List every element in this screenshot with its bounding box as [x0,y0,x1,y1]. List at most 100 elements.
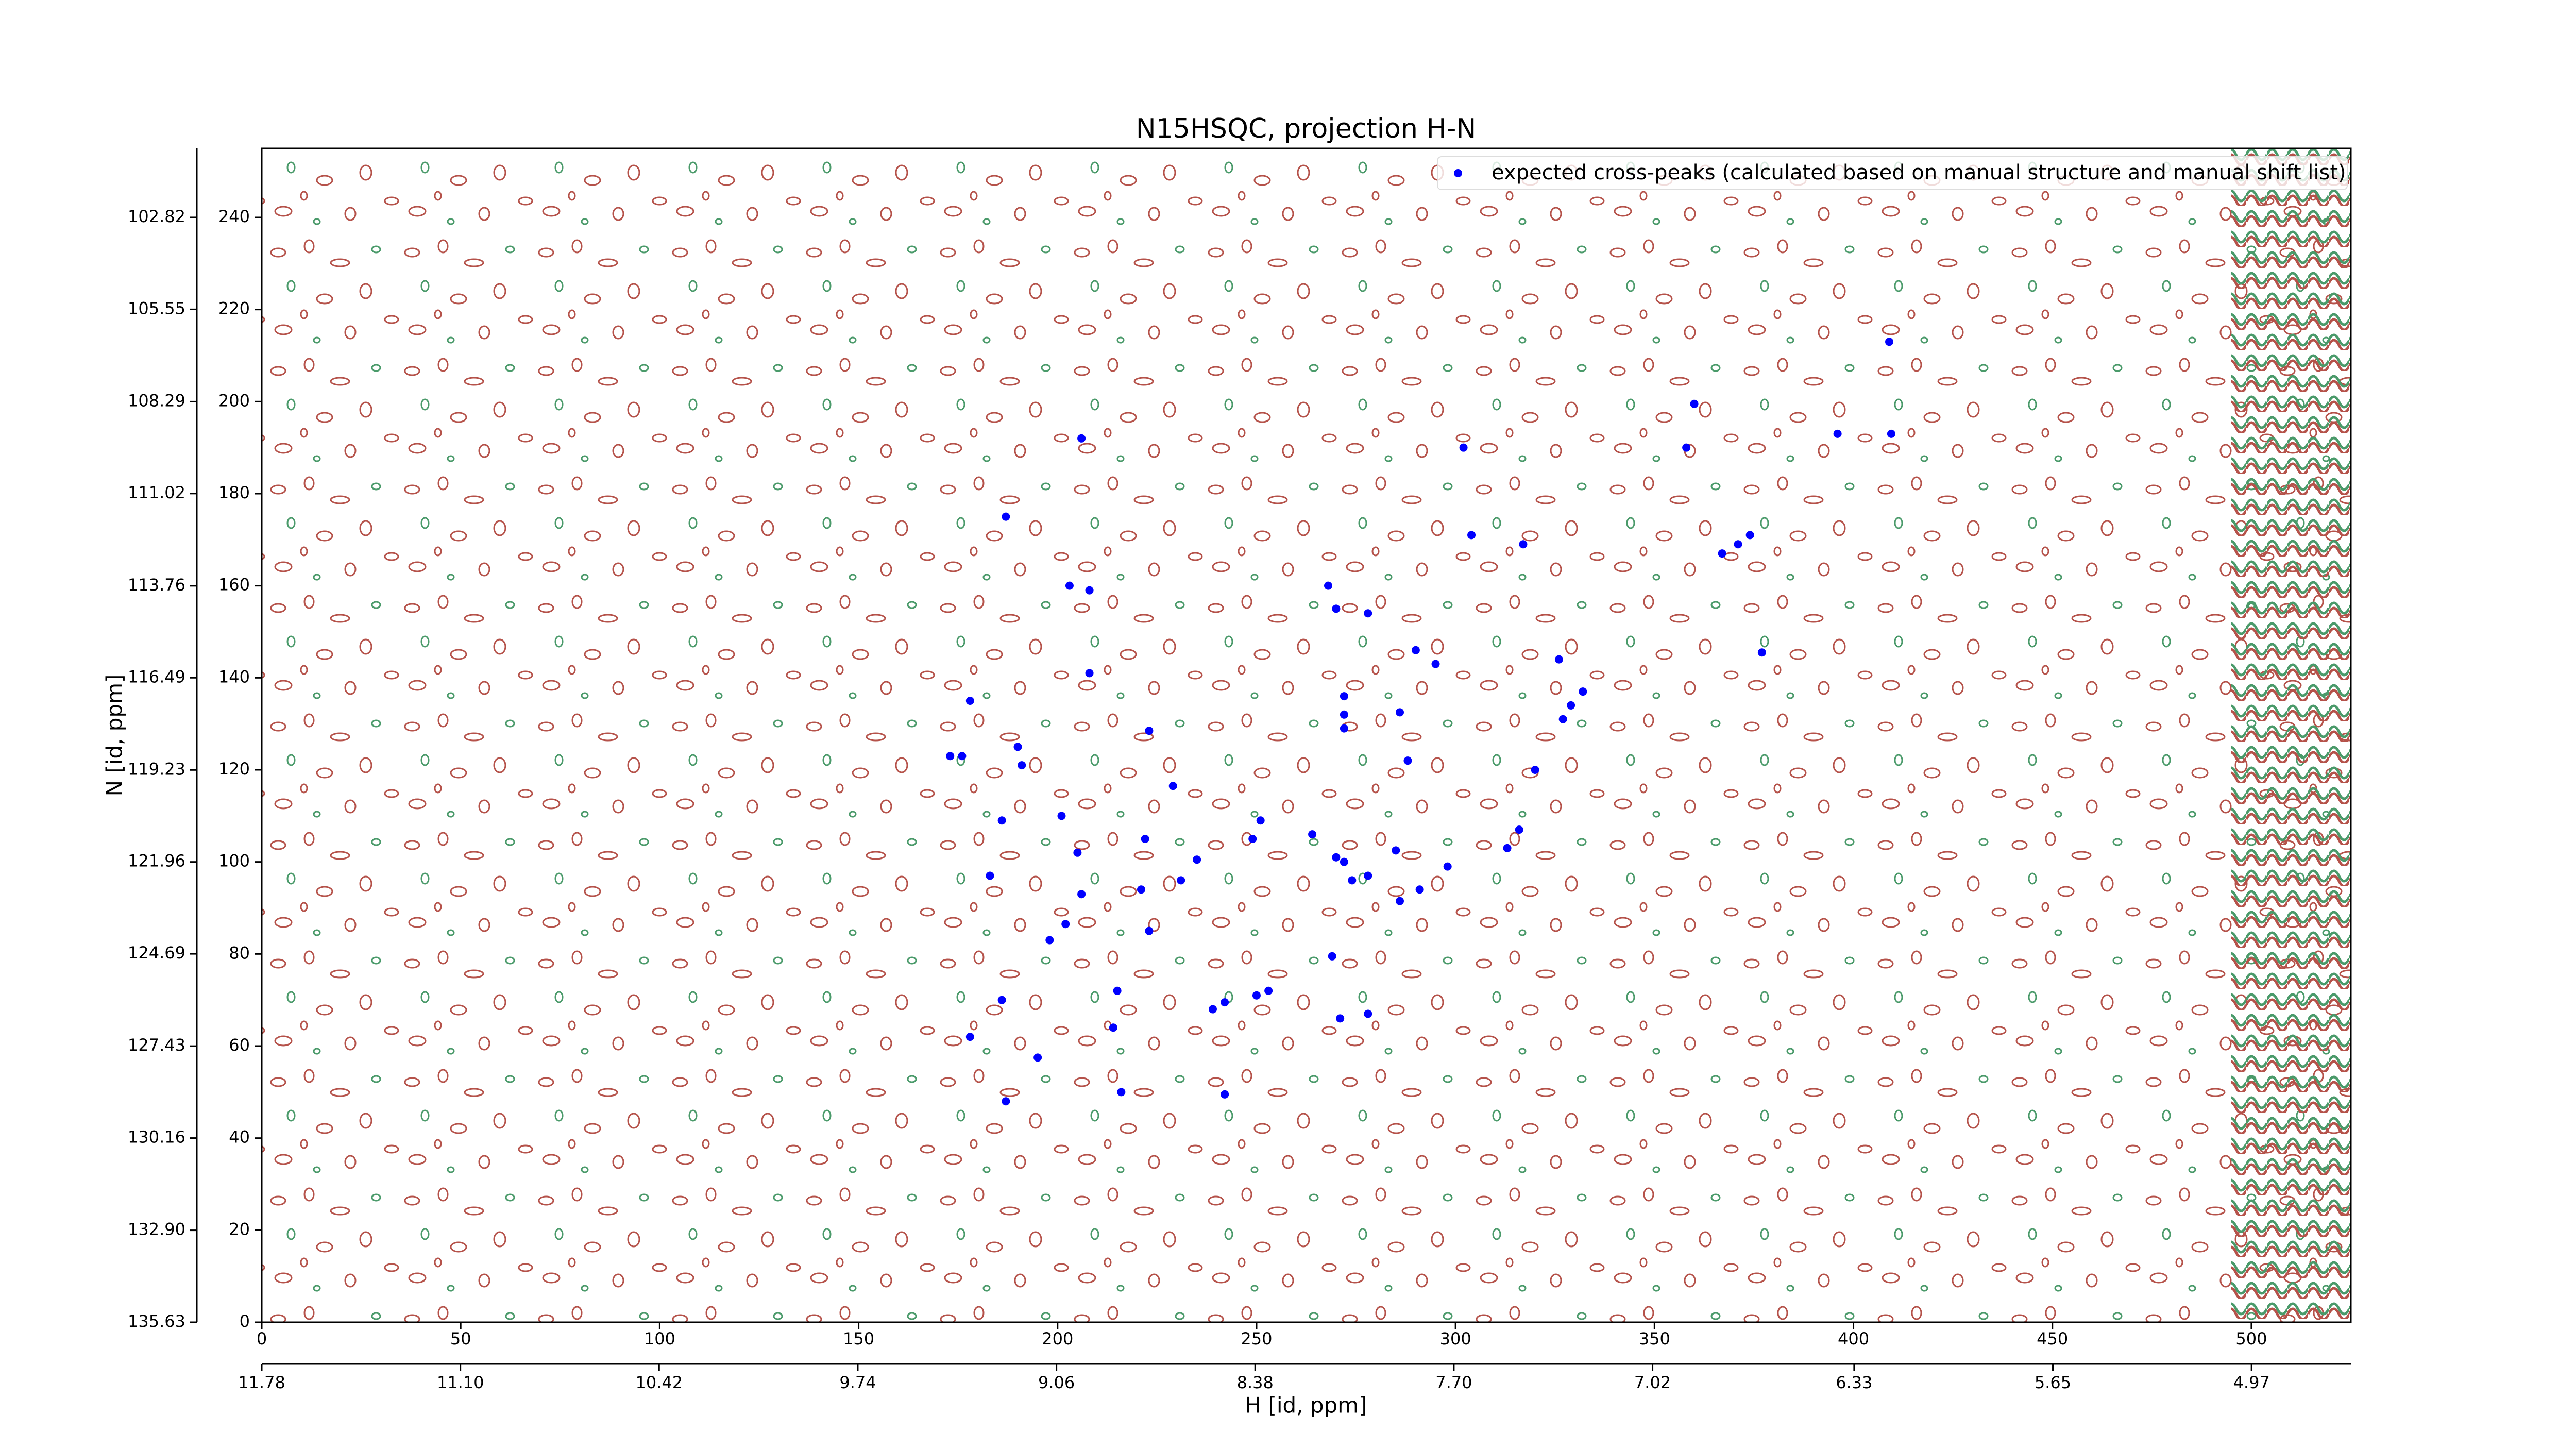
peak-marker [965,1033,974,1041]
xticks-label: 100 [644,1329,675,1349]
peak-marker [1364,609,1372,618]
y2ticks-label: 121.96 [128,851,185,871]
x2ticks-label: 8.38 [1237,1373,1274,1392]
y2ticks-label: 124.69 [128,943,185,963]
y2ticks-label: 132.90 [128,1220,185,1239]
peak-marker [1332,604,1341,613]
peak-marker [1403,756,1412,765]
edge-contours [2231,148,2351,1322]
peak-marker [1013,743,1022,751]
x2ticks-label: 11.10 [437,1373,484,1392]
peak-marker [1745,531,1754,540]
chart-title: N15HSQC, projection H-N [1136,113,1476,144]
y2ticks-label: 119.23 [128,759,185,779]
peak-marker [1248,835,1257,843]
peak-marker [1141,835,1149,843]
xticks-label: 500 [2235,1329,2267,1349]
y2ticks-label: 111.02 [128,483,185,502]
peak-marker [1077,434,1086,443]
peak-marker [1208,1005,1217,1014]
peak-marker [1336,1014,1345,1023]
peak-marker [1018,761,1026,770]
y2ticks-label: 105.55 [128,298,185,318]
peak-marker [958,752,967,761]
peak-marker [1328,952,1336,961]
peak-marker [1396,708,1404,717]
peak-marker [1411,646,1420,654]
y2ticks-label: 135.63 [128,1311,185,1331]
peak-marker [1252,991,1261,1000]
peak-marker [1718,549,1726,558]
peak-marker [1221,998,1229,1007]
peak-marker [1531,766,1539,774]
peak-marker [1002,1097,1010,1106]
peak-marker [1519,540,1528,549]
peak-marker [1567,701,1575,710]
peak-marker [1887,429,1895,438]
yticks-label: 180 [218,483,250,502]
peak-marker [1045,936,1054,945]
y2ticks-label: 130.16 [128,1127,185,1147]
peak-marker [1340,724,1348,733]
yticks-label: 200 [218,391,250,410]
plot-frame [261,147,2352,1323]
peak-marker [1324,581,1332,590]
x2ticks-label: 11.78 [238,1373,285,1392]
x2ticks-label: 9.06 [1038,1373,1075,1392]
peak-marker [1077,890,1086,899]
yticks-label: 240 [218,207,250,226]
x2ticks-label: 9.74 [839,1373,876,1392]
xticks-label: 250 [1241,1329,1272,1349]
x2ticks-label: 6.33 [1836,1373,1872,1392]
xticks-label: 50 [450,1329,471,1349]
peak-marker [1002,512,1010,521]
peak-marker [1221,1090,1229,1099]
peak-marker [1467,531,1476,540]
legend-marker [1454,169,1462,177]
xticks-label: 400 [1838,1329,1869,1349]
peak-marker [1137,885,1145,894]
peak-marker [1396,897,1404,905]
peak-marker [1033,1053,1042,1062]
peak-marker [965,697,974,705]
x2ticks-label: 7.02 [1634,1373,1671,1392]
xticks-label: 450 [2037,1329,2068,1349]
peak-marker [986,871,994,880]
peak-marker [1057,812,1066,820]
contour-texture [262,148,2351,1322]
peak-marker [1459,443,1468,452]
yticks-label: 40 [229,1127,250,1147]
x2ticks-label: 10.42 [635,1373,683,1392]
peak-marker [1734,540,1742,549]
y-axis-label: N [id, ppm] [102,675,127,797]
peak-marker [1364,1009,1372,1018]
y2ticks-label: 113.76 [128,575,185,595]
peak-marker [1515,825,1523,834]
peak-marker [1109,1023,1117,1032]
peak-marker [1256,816,1265,825]
peak-marker [1682,443,1691,452]
peak-marker [1690,399,1699,408]
peak-marker [1757,648,1766,657]
x-axis-label: H [id, ppm] [1245,1393,1367,1418]
xticks-label: 300 [1440,1329,1471,1349]
peak-marker [1168,782,1177,790]
peak-marker [1833,429,1842,438]
peak-marker [1065,581,1074,590]
yticks-label: 0 [240,1311,250,1331]
y2ticks-label: 116.49 [128,667,185,686]
peak-marker [1308,830,1317,839]
peak-marker [1885,338,1894,346]
peak-marker [1177,876,1185,885]
peak-marker [1558,715,1567,723]
yticks-label: 140 [218,667,250,686]
xticks-label: 350 [1639,1329,1670,1349]
peak-marker [1415,885,1424,894]
peak-marker [1431,660,1440,668]
xticks-label: 200 [1042,1329,1073,1349]
y2ticks-label: 127.43 [128,1035,185,1055]
peak-marker [1061,920,1070,929]
xticks-label: 0 [257,1329,267,1349]
x2ticks-label: 7.70 [1435,1373,1472,1392]
